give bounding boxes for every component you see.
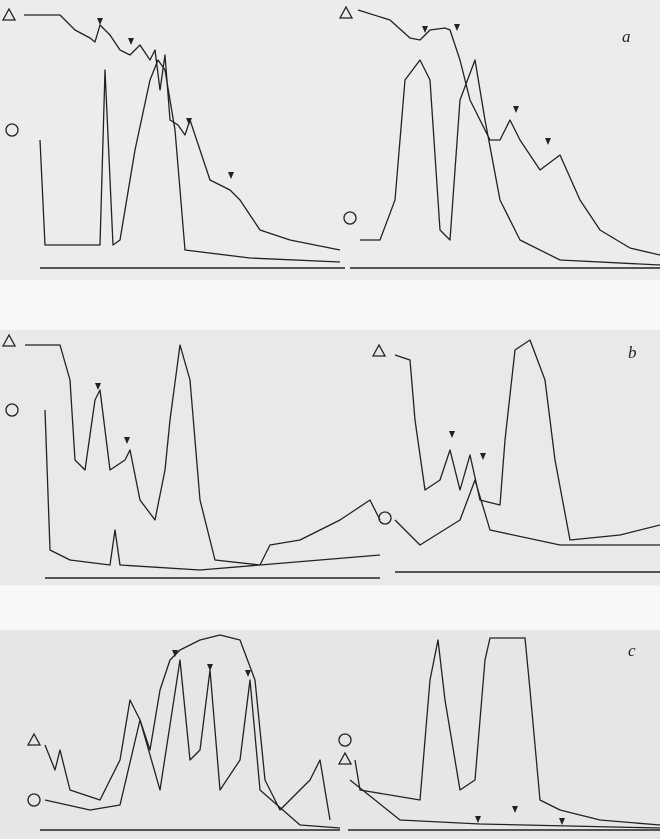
panel-label: b	[628, 343, 637, 362]
trace	[354, 637, 660, 826]
trace	[349, 779, 660, 829]
trace	[44, 634, 331, 821]
trace	[44, 659, 341, 829]
triangle-symbol	[338, 5, 354, 19]
triangle-symbol	[26, 732, 42, 746]
panel-c: c	[26, 634, 660, 831]
scan-band	[0, 0, 660, 280]
circle-symbol	[5, 403, 19, 417]
trace	[394, 339, 660, 541]
peak-markers	[172, 650, 565, 825]
circle-symbol	[5, 123, 19, 137]
circle-symbol	[338, 733, 352, 747]
peak-markers	[97, 18, 551, 179]
trace	[394, 479, 660, 546]
scan-band	[0, 630, 660, 839]
triangle-symbol	[1, 7, 17, 21]
trace	[39, 59, 341, 263]
peak-markers	[95, 383, 486, 460]
triangle-symbol	[1, 333, 17, 347]
trace	[25, 344, 381, 566]
triangle-symbol	[337, 751, 353, 765]
trace	[360, 59, 660, 266]
panel-label: a	[622, 27, 631, 46]
scan-band	[0, 330, 660, 585]
trace	[24, 14, 341, 251]
panel-b: b	[1, 333, 660, 579]
trace	[44, 409, 381, 571]
triangle-symbol	[371, 343, 387, 357]
panel-label: c	[628, 641, 636, 660]
trace	[357, 9, 660, 256]
circle-symbol	[343, 211, 357, 225]
panel-a: a	[1, 5, 660, 269]
circle-symbol	[27, 793, 41, 807]
